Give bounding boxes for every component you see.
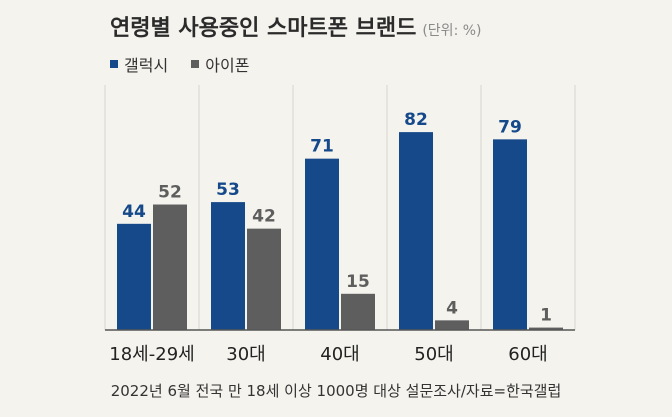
data-label-galaxy: 82 (404, 110, 428, 130)
x-tick-label: 30대 (226, 344, 265, 365)
source-footnote: 2022년 6월 전국 만 18세 이상 1000명 대상 설문조사/자료=한국… (110, 382, 562, 400)
data-label-iphone: 15 (346, 272, 370, 292)
bar-galaxy (493, 139, 527, 330)
data-label-galaxy: 44 (122, 202, 146, 222)
bar-galaxy (211, 202, 245, 330)
data-label-iphone: 4 (446, 298, 458, 318)
legend-item-iphone: 아이폰 (191, 52, 249, 76)
bar-galaxy (399, 132, 433, 330)
legend-item-galaxy: 갤럭시 (110, 52, 168, 76)
x-tick-label: 18세-29세 (109, 344, 194, 365)
data-label-galaxy: 71 (310, 137, 334, 157)
chart-title: 연령별 사용중인 스마트폰 브랜드 (단위: %) (110, 10, 482, 42)
legend-label-iphone: 아이폰 (205, 56, 250, 75)
bar-iphone (529, 327, 563, 330)
chart-unit: (단위: %) (422, 23, 482, 39)
chart-legend: 갤럭시 아이폰 (110, 52, 267, 76)
bar-iphone (341, 293, 375, 330)
bar-iphone (153, 204, 187, 330)
bar-iphone (435, 320, 469, 330)
bar-iphone (247, 228, 281, 330)
chart-title-text: 연령별 사용중인 스마트폰 브랜드 (110, 16, 417, 41)
x-tick-label: 50대 (414, 344, 453, 365)
data-label-iphone: 1 (540, 306, 552, 326)
legend-swatch-iphone (191, 60, 200, 68)
bar-galaxy (117, 223, 151, 330)
legend-swatch-galaxy (110, 60, 118, 68)
x-tick-label: 60대 (508, 344, 547, 365)
data-label-galaxy: 79 (498, 117, 522, 137)
data-label-iphone: 52 (158, 183, 182, 203)
bar-galaxy (305, 158, 339, 330)
legend-label-galaxy: 갤럭시 (124, 56, 169, 75)
data-label-iphone: 42 (252, 207, 276, 227)
data-label-galaxy: 53 (216, 180, 240, 200)
x-tick-label: 40대 (320, 344, 359, 365)
